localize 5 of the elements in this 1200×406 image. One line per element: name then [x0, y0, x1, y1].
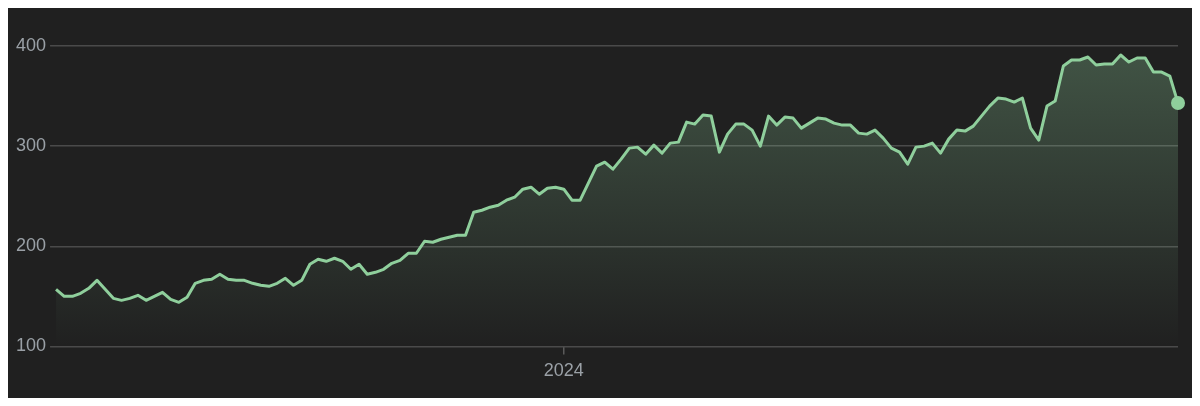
y-tick-label: 200 [15, 235, 47, 256]
x-tick-label: 2024 [543, 360, 584, 381]
y-tick-label: 400 [15, 34, 47, 55]
y-tick-label: 100 [15, 335, 47, 356]
y-tick-label: 300 [15, 135, 47, 156]
